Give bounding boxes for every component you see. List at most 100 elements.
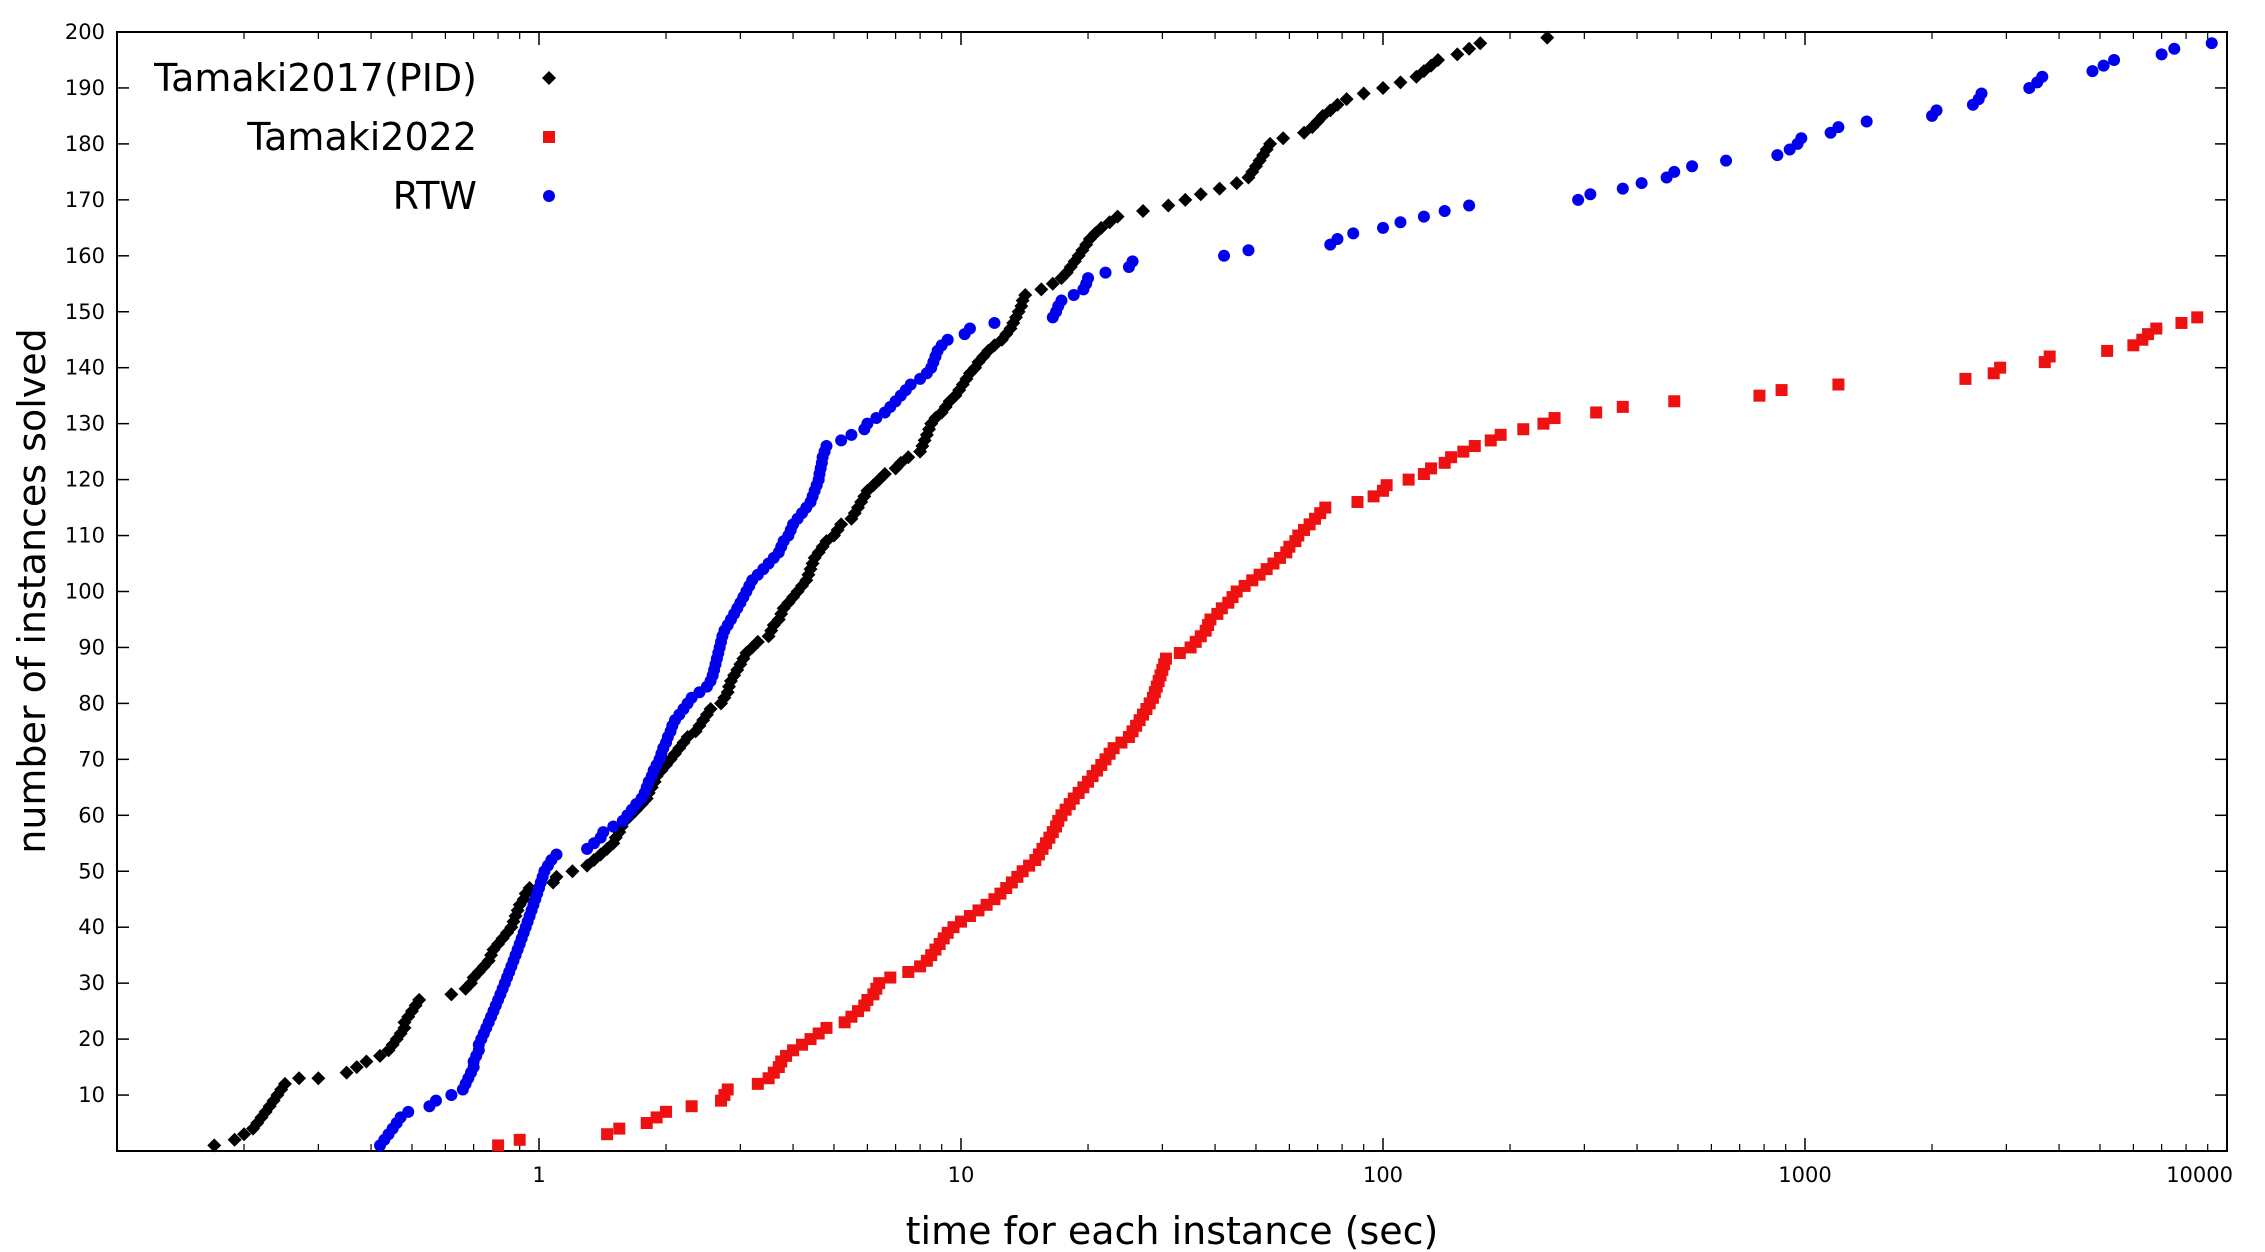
data-point	[1161, 198, 1176, 213]
data-point	[339, 1065, 354, 1080]
y-tick-label: 200	[65, 20, 105, 44]
data-point	[1468, 440, 1481, 453]
data-point	[1994, 361, 2007, 374]
data-point	[1720, 154, 1733, 167]
legend-marker	[543, 190, 555, 202]
plot-area	[207, 30, 2218, 1153]
data-point	[1450, 47, 1465, 62]
data-point	[1351, 495, 1364, 508]
data-point	[660, 1105, 673, 1118]
data-point	[2101, 344, 2114, 357]
data-point	[1668, 395, 1681, 408]
data-point	[1517, 423, 1530, 436]
data-point	[838, 1016, 851, 1029]
data-point	[1445, 451, 1458, 464]
y-tick-label: 190	[65, 76, 105, 100]
data-point	[1376, 80, 1390, 95]
data-point	[1263, 136, 1278, 151]
data-point	[444, 987, 459, 1002]
y-tick-label: 140	[65, 356, 105, 380]
data-point	[1229, 176, 1244, 191]
data-point	[640, 1117, 653, 1130]
data-point	[835, 434, 848, 447]
data-point	[1402, 473, 1415, 486]
data-point	[1110, 209, 1125, 224]
y-tick-label: 160	[65, 244, 105, 268]
data-point	[1494, 428, 1507, 441]
data-point	[2036, 70, 2049, 83]
x-tick-label: 10000	[2166, 1163, 2233, 1187]
data-point	[1635, 177, 1648, 190]
data-point	[412, 992, 427, 1007]
data-point	[1425, 462, 1438, 475]
data-point	[601, 1128, 614, 1141]
data-point	[703, 701, 718, 716]
y-tick-label: 70	[78, 747, 105, 771]
data-point	[513, 1133, 526, 1146]
data-point	[1045, 276, 1060, 291]
legend-label: RTW	[393, 174, 477, 218]
data-point	[207, 1138, 222, 1153]
legend-label: Tamaki2017(PID)	[153, 56, 477, 100]
y-tick-label: 90	[78, 635, 105, 659]
data-point	[2086, 65, 2099, 78]
data-point	[1959, 372, 1972, 385]
data-point	[549, 869, 564, 884]
data-point	[1795, 132, 1808, 145]
data-point	[2155, 48, 2168, 61]
y-tick-label: 50	[78, 859, 105, 883]
legend-marker	[542, 71, 556, 85]
data-point	[2175, 316, 2188, 329]
y-tick-label: 100	[65, 580, 105, 604]
data-point	[1473, 36, 1488, 51]
data-point	[1572, 193, 1585, 206]
y-tick-label: 170	[65, 188, 105, 212]
data-point	[751, 1077, 764, 1090]
data-point	[359, 1054, 374, 1069]
data-point	[1099, 266, 1112, 279]
data-point	[492, 1139, 505, 1152]
y-tick-label: 10	[78, 1083, 105, 1107]
data-point	[1438, 205, 1451, 218]
data-point	[2043, 350, 2056, 363]
y-axis: 10 20 30 40 50 60 70 80 90 100 110 120 130 140 150 160 1…	[65, 20, 2227, 1107]
data-point	[1537, 417, 1550, 430]
data-point	[613, 1122, 626, 1135]
data-point	[1457, 445, 1470, 458]
data-point	[1136, 204, 1151, 219]
data-point	[1590, 406, 1603, 419]
y-tick-label: 60	[78, 803, 105, 827]
x-axis-label: time for each instance (sec)	[906, 1209, 1439, 1252]
x-tick-label: 1	[532, 1163, 545, 1187]
data-point	[1367, 490, 1380, 503]
data-point	[597, 826, 610, 839]
data-point	[1431, 52, 1446, 67]
data-point	[1775, 384, 1788, 397]
data-point	[1218, 249, 1231, 262]
data-point	[349, 1060, 364, 1075]
data-point	[227, 1132, 242, 1147]
data-point	[1668, 165, 1681, 178]
legend: Tamaki2017(PID) Tamaki2022 RTW	[153, 56, 556, 218]
data-point	[1178, 192, 1193, 207]
data-point	[1417, 210, 1430, 223]
y-tick-label: 150	[65, 300, 105, 324]
data-point	[607, 820, 620, 833]
data-point	[1462, 41, 1477, 56]
y-tick-label: 80	[78, 691, 105, 715]
data-point	[963, 322, 976, 335]
legend-label: Tamaki2022	[246, 115, 477, 159]
data-point	[1319, 501, 1332, 514]
data-point	[650, 1111, 663, 1124]
data-point	[902, 965, 915, 978]
data-point	[1055, 294, 1068, 307]
data-point	[1753, 389, 1766, 402]
data-point	[1975, 87, 1988, 100]
data-point	[1832, 121, 1845, 134]
series-tamaki2022	[492, 311, 2204, 1152]
data-point	[1347, 227, 1360, 240]
data-point	[1067, 254, 1082, 269]
x-tick-label: 10	[948, 1163, 975, 1187]
data-point	[550, 848, 563, 861]
data-point	[1212, 181, 1227, 196]
